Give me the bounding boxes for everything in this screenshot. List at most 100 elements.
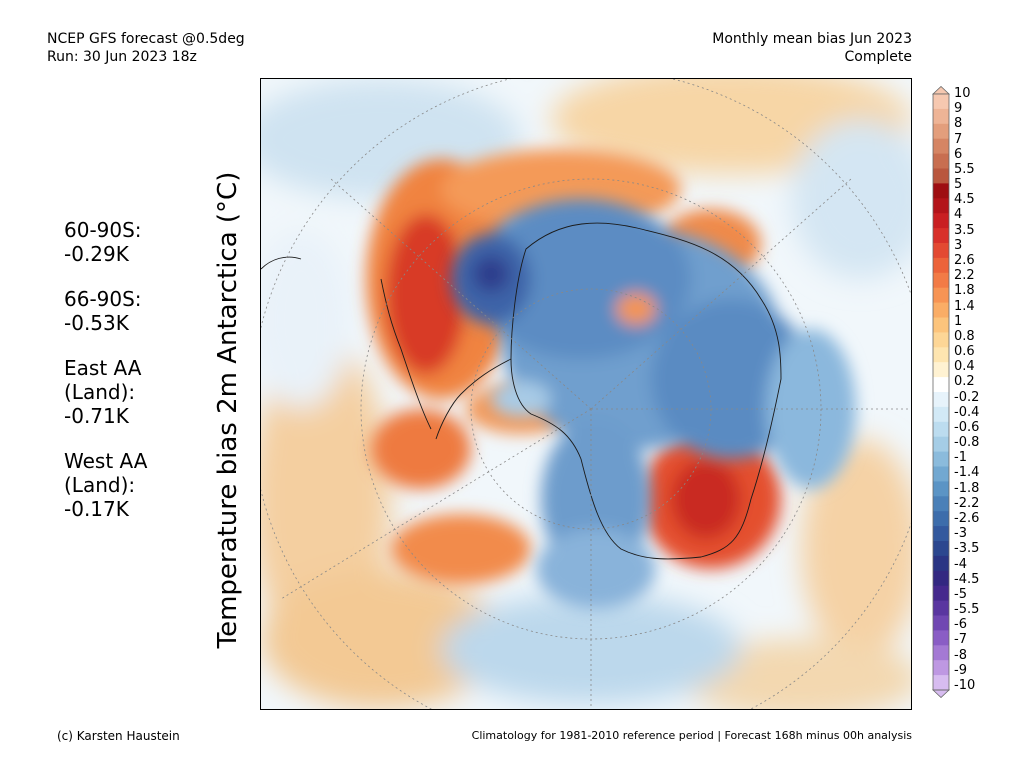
- colorbar-tick-label: 4.5: [954, 192, 975, 208]
- colorbar-tick-label: -7: [954, 632, 967, 648]
- colorbar-segment: [933, 198, 949, 214]
- colorbar-tick-label: -2.6: [954, 511, 980, 527]
- stat-line: (Land):: [64, 473, 136, 497]
- colorbar-segment: [933, 377, 949, 393]
- colorbar-tick-label: 0.2: [954, 374, 975, 390]
- stat-block: 66-90S: -0.53K: [64, 287, 147, 335]
- colorbar-segment: [933, 138, 949, 154]
- colorbar-tick-label: 6: [954, 146, 963, 162]
- colorbar-tick-label: 0.8: [954, 328, 975, 344]
- colorbar-segment: [933, 302, 949, 318]
- colorbar-tick-label: -0.6: [954, 419, 980, 435]
- graticule: [261, 79, 911, 709]
- stat-line: -0.29K: [64, 242, 129, 266]
- colorbar-segment: [933, 287, 949, 303]
- colorbar-tick-label: 0.6: [954, 344, 975, 360]
- colorbar-tick-label: -3: [954, 526, 967, 542]
- stat-block: West AA (Land): -0.17K: [64, 449, 147, 521]
- colorbar-tick-label: 2.6: [954, 252, 975, 268]
- regional-stats: 60-90S: -0.29K 66-90S: -0.53K East AA (Lan…: [64, 218, 147, 542]
- credit-text: (c) Karsten Haustein: [57, 729, 180, 743]
- stat-line: -0.71K: [64, 404, 129, 428]
- run-time: Run: 30 Jun 2023 18z: [47, 49, 197, 65]
- colorbar-tick-label: -0.8: [954, 435, 980, 451]
- colorbar-tick-label: -4: [954, 556, 967, 572]
- colorbar-tick-label: 2.2: [954, 268, 975, 284]
- status-text: Complete: [844, 49, 912, 65]
- colorbar-tick-label: 3.5: [954, 222, 975, 238]
- colorbar-segment: [933, 317, 949, 333]
- stat-block: East AA (Land): -0.71K: [64, 356, 147, 428]
- stat-line: 66-90S:: [64, 287, 142, 311]
- antarctica-coastline: [261, 222, 782, 560]
- model-title: NCEP GFS forecast @0.5deg: [47, 31, 245, 47]
- colorbar-segment: [933, 153, 949, 169]
- colorbar-tick-label: -0.2: [954, 389, 980, 405]
- header-left: NCEP GFS forecast @0.5deg Run: 30 Jun 20…: [47, 30, 245, 66]
- colorbar-tick-label: 4: [954, 207, 963, 223]
- colorbar-tick-label: -0.4: [954, 404, 980, 420]
- colorbar-segment: [933, 332, 949, 348]
- colorbar: [932, 86, 950, 698]
- cold-anomalies: [451, 199, 856, 609]
- colorbar-segment: [933, 392, 949, 408]
- colorbar-tick-label: 8: [954, 116, 963, 132]
- colorbar-segment: [933, 541, 949, 557]
- colorbar-segment: [933, 600, 949, 616]
- colorbar-tick-label: 9: [954, 101, 963, 117]
- map-canvas: [261, 79, 911, 709]
- colorbar-segment: [933, 168, 949, 184]
- colorbar-segment: [933, 108, 949, 125]
- header-right: Monthly mean bias Jun 2023 Complete: [712, 30, 912, 66]
- colorbar-tick-label: 7: [954, 131, 963, 147]
- colorbar-tick-label: -8: [954, 647, 967, 663]
- colorbar-tick-label: -1.8: [954, 480, 980, 496]
- colorbar-tick-label: -6: [954, 617, 967, 633]
- colorbar-segment: [933, 555, 949, 572]
- colorbar-segment: [933, 347, 949, 363]
- colorbar-segment: [933, 511, 949, 527]
- colorbar-segment: [933, 94, 949, 110]
- colorbar-segment: [933, 257, 949, 274]
- map-axis-label: Temperature bias 2m Antarctica (°C): [213, 171, 243, 649]
- colorbar-segment: [933, 123, 949, 140]
- colorbar-tick-label: -9: [954, 662, 967, 678]
- colorbar-tick-label: -5: [954, 586, 967, 602]
- colorbar-segment: [933, 630, 949, 646]
- antarctica-bias-map: [260, 78, 912, 710]
- colorbar-segment: [933, 243, 949, 259]
- colorbar-segment: [933, 615, 949, 631]
- colorbar-tick-label: -1.4: [954, 465, 980, 481]
- stat-block: 60-90S: -0.29K: [64, 218, 147, 266]
- colorbar-border: [932, 93, 950, 691]
- colorbar-segment: [933, 451, 949, 467]
- stat-line: West AA: [64, 449, 148, 473]
- colorbar-segment: [933, 660, 949, 676]
- colorbar-segment: [933, 213, 949, 229]
- colorbar-segment: [933, 526, 949, 542]
- colorbar-tick-label: 3: [954, 237, 963, 253]
- colorbar-tick-label: -3.5: [954, 541, 980, 557]
- colorbar-tick-label: -2.2: [954, 495, 980, 511]
- colorbar-segment: [933, 585, 949, 601]
- colorbar-segment: [933, 436, 949, 452]
- colorbar-segment: [933, 645, 949, 661]
- colorbar-min-arrow: [932, 689, 950, 698]
- colorbar-segment: [933, 675, 949, 691]
- colorbar-tick-label: 5: [954, 177, 963, 193]
- colorbar-segment: [933, 481, 949, 497]
- colorbar-segment: [933, 272, 949, 289]
- colorbar-max-arrow: [932, 86, 950, 95]
- colorbar-tick-label: 1: [954, 313, 963, 329]
- colorbar-segment: [933, 183, 949, 199]
- colorbar-segment: [933, 496, 949, 512]
- outer-bias-field: [261, 79, 911, 709]
- colorbar-tick-label: -1: [954, 450, 967, 466]
- colorbar-segment: [933, 421, 949, 438]
- colorbar-tick-label: 0.4: [954, 359, 975, 375]
- colorbar-segment: [933, 466, 949, 482]
- colorbar-segment: [933, 362, 949, 378]
- stat-line: (Land):: [64, 380, 136, 404]
- colorbar-segment: [933, 406, 949, 423]
- colorbar-segment: [933, 570, 949, 587]
